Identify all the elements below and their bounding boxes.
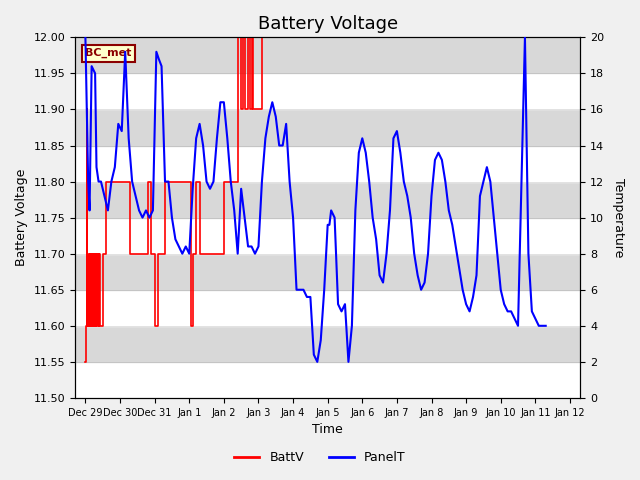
Text: BC_met: BC_met — [85, 48, 131, 59]
Y-axis label: Battery Voltage: Battery Voltage — [15, 169, 28, 266]
Bar — [75, 73, 580, 109]
Bar — [75, 109, 580, 145]
Bar — [75, 217, 580, 254]
Bar — [75, 326, 580, 362]
Bar — [75, 362, 580, 398]
Title: Battery Voltage: Battery Voltage — [258, 15, 397, 33]
Bar — [75, 290, 580, 326]
Bar — [75, 145, 580, 181]
Bar — [75, 37, 580, 73]
Legend: BattV, PanelT: BattV, PanelT — [229, 446, 411, 469]
Bar — [75, 254, 580, 290]
Bar — [75, 181, 580, 217]
Y-axis label: Temperature: Temperature — [612, 178, 625, 257]
X-axis label: Time: Time — [312, 423, 343, 436]
